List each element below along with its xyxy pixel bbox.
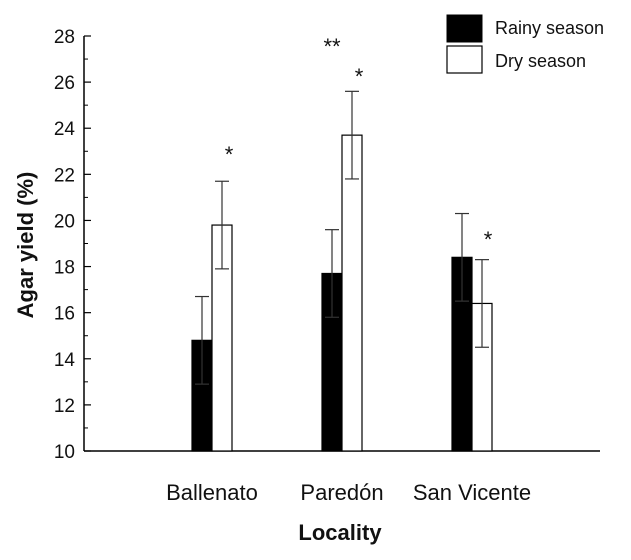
y-tick-label: 16 bbox=[54, 304, 75, 325]
y-tick-label: 10 bbox=[54, 442, 75, 463]
y-tick-label: 14 bbox=[54, 350, 76, 371]
x-category-label: Paredón bbox=[300, 480, 383, 505]
significance-marker: ** bbox=[323, 34, 341, 59]
category-labels: Ballenato Paredón San Vicente bbox=[166, 480, 531, 505]
significance-marker: * bbox=[355, 64, 364, 89]
x-axis-title: Locality bbox=[298, 520, 382, 545]
y-tick-label: 28 bbox=[54, 27, 75, 48]
significance-marker: * bbox=[225, 142, 234, 167]
y-axis-title: Agar yield (%) bbox=[13, 172, 38, 319]
x-category-label: San Vicente bbox=[413, 480, 531, 505]
y-tick-label: 12 bbox=[54, 396, 75, 417]
y-tick-label: 24 bbox=[54, 119, 76, 140]
legend-label-rainy: Rainy season bbox=[495, 18, 604, 38]
y-tick-label: 22 bbox=[54, 165, 75, 186]
bar-dry bbox=[341, 134, 363, 452]
x-category-label: Ballenato bbox=[166, 480, 258, 505]
legend-swatch-rainy bbox=[446, 14, 483, 43]
legend: Rainy season Dry season bbox=[446, 14, 604, 74]
error-bars bbox=[195, 90, 489, 385]
legend-swatch-dry bbox=[446, 45, 483, 74]
significance-markers: ***** bbox=[225, 34, 493, 252]
bars bbox=[191, 134, 493, 452]
y-tick-label: 26 bbox=[54, 73, 75, 94]
y-tick-label: 20 bbox=[54, 211, 75, 232]
y-tick-label: 18 bbox=[54, 258, 75, 279]
significance-marker: * bbox=[484, 227, 493, 252]
legend-label-dry: Dry season bbox=[495, 51, 586, 71]
y-axis: 10 12 14 16 18 20 22 24 26 28 bbox=[54, 27, 91, 463]
